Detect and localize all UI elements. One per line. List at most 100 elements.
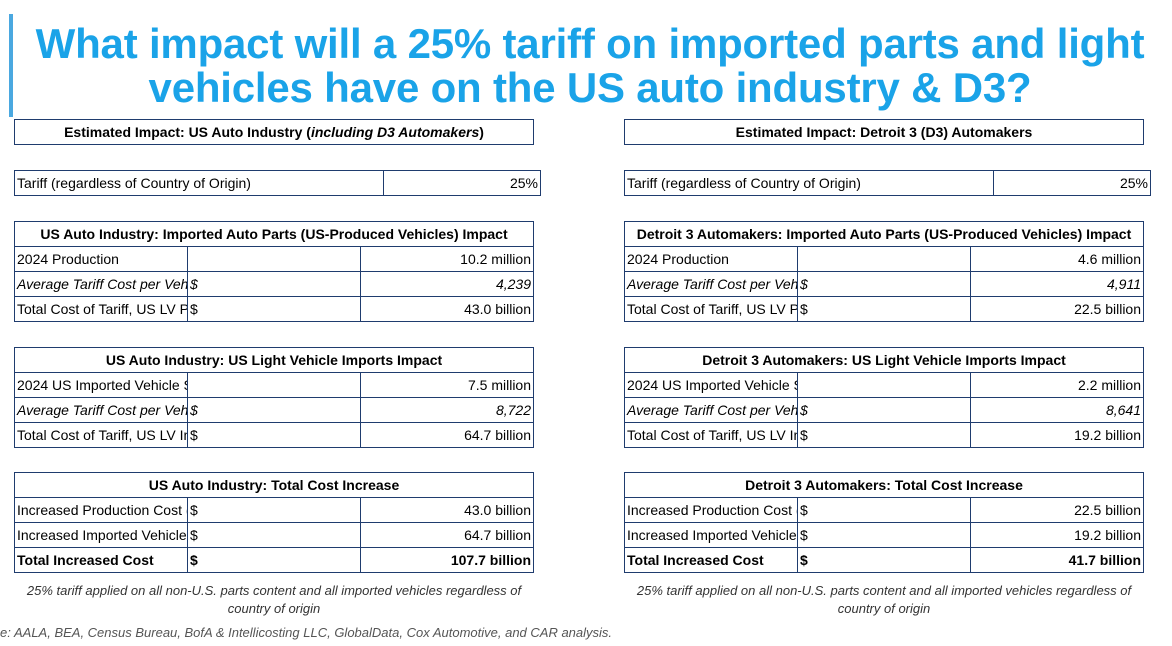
row-dollar: $ xyxy=(797,271,971,297)
row-label: Average Tariff Cost per Vehicle xyxy=(14,271,188,297)
row-dollar xyxy=(187,246,361,272)
row-label: 2024 US Imported Vehicle Sales (includes… xyxy=(14,372,188,398)
row-label: Total Cost of Tariff, US LV Imports xyxy=(14,422,188,448)
row-label: Increased Production Cost (Imported Part… xyxy=(14,497,188,523)
row-dollar: $ xyxy=(187,397,361,423)
us-footnote: 25% tariff applied on all non-U.S. parts… xyxy=(26,583,522,616)
row-value: 7.5 million xyxy=(360,372,534,398)
table-row: 2024 Production 4.6 million xyxy=(624,246,1144,272)
row-label: Average Tariff Cost per Vehicle xyxy=(624,397,798,423)
row-value: 19.2 billion xyxy=(970,522,1144,548)
d3-imports-title: Detroit 3 Automakers: US Light Vehicle I… xyxy=(624,347,1144,373)
row-dollar xyxy=(797,372,971,398)
table-row: Total Cost of Tariff, US LV Imports $ 64… xyxy=(14,422,534,448)
d3-parts-table: Detroit 3 Automakers: Imported Auto Part… xyxy=(624,221,1144,322)
page-title: What impact will a 25% tariff on importe… xyxy=(35,20,1145,111)
table-row: Average Tariff Cost per Vehicle $ 8,722 xyxy=(14,397,534,423)
row-value: 4.6 million xyxy=(970,246,1144,272)
table-row: Average Tariff Cost per Vehicle $ 8,641 xyxy=(624,397,1144,423)
row-label: Total Cost of Tariff, US LV Production xyxy=(624,296,798,322)
row-label: Average Tariff Cost per Vehicle xyxy=(14,397,188,423)
row-dollar: $ xyxy=(797,296,971,322)
d3-total-table: Detroit 3 Automakers: Total Cost Increas… xyxy=(624,472,1144,573)
row-label: Total Cost of Tariff, US LV Production xyxy=(14,296,188,322)
row-label: Increased Production Cost (Imported Part… xyxy=(624,497,798,523)
table-row: Total Increased Cost $ 107.7 billion xyxy=(14,547,534,573)
tariff-value: 25% xyxy=(383,170,541,196)
table-row: Tariff (regardless of Country of Origin)… xyxy=(14,170,541,196)
row-dollar: $ xyxy=(797,547,971,573)
row-dollar: $ xyxy=(187,497,361,523)
d3-imports-table: Detroit 3 Automakers: US Light Vehicle I… xyxy=(624,347,1144,448)
table-row: Increased Production Cost (Imported Part… xyxy=(624,497,1144,523)
us-imports-title: US Auto Industry: US Light Vehicle Impor… xyxy=(14,347,534,373)
table-row: Tariff (regardless of Country of Origin)… xyxy=(624,170,1151,196)
us-parts-title: US Auto Industry: Imported Auto Parts (U… xyxy=(14,221,534,247)
us-imports-table: US Auto Industry: US Light Vehicle Impor… xyxy=(14,347,534,448)
tariff-value: 25% xyxy=(993,170,1151,196)
row-dollar: $ xyxy=(797,397,971,423)
row-dollar: $ xyxy=(187,422,361,448)
row-label: 2024 Production xyxy=(624,246,798,272)
row-value: 107.7 billion xyxy=(360,547,534,573)
row-label: 2024 Production xyxy=(14,246,188,272)
row-value: 64.7 billion xyxy=(360,422,534,448)
d3-header: Estimated Impact: Detroit 3 (D3) Automak… xyxy=(624,119,1144,145)
row-label: Average Tariff Cost per Vehicle xyxy=(624,271,798,297)
us-total-table: US Auto Industry: Total Cost Increase In… xyxy=(14,472,534,573)
table-row: Average Tariff Cost per Vehicle $ 4,911 xyxy=(624,271,1144,297)
row-dollar: $ xyxy=(187,296,361,322)
table-row: Total Cost of Tariff, US LV Imports $ 19… xyxy=(624,422,1144,448)
table-row: 2024 US Imported Vehicle Sales (includes… xyxy=(14,372,534,398)
row-dollar: $ xyxy=(797,522,971,548)
us-parts-table: US Auto Industry: Imported Auto Parts (U… xyxy=(14,221,534,322)
d3-total-title: Detroit 3 Automakers: Total Cost Increas… xyxy=(624,472,1144,498)
table-row: Increased Imported Vehicle Cost $ 64.7 b… xyxy=(14,522,534,548)
title-accent-bar xyxy=(9,14,13,117)
row-label: Total Increased Cost xyxy=(14,547,188,573)
row-value: 4,911 xyxy=(970,271,1144,297)
row-label: Increased Imported Vehicle Cost xyxy=(14,522,188,548)
d3-header-table: Estimated Impact: Detroit 3 (D3) Automak… xyxy=(624,119,1144,145)
table-row: Increased Imported Vehicle Cost $ 19.2 b… xyxy=(624,522,1144,548)
table-row: Total Cost of Tariff, US LV Production $… xyxy=(14,296,534,322)
table-row: 2024 US Imported Vehicle Sales (includes… xyxy=(624,372,1144,398)
d3-parts-title: Detroit 3 Automakers: Imported Auto Part… xyxy=(624,221,1144,247)
row-dollar: $ xyxy=(187,522,361,548)
row-label: 2024 US Imported Vehicle Sales (includes… xyxy=(624,372,798,398)
row-dollar: $ xyxy=(187,271,361,297)
row-value: 43.0 billion xyxy=(360,296,534,322)
row-value: 8,722 xyxy=(360,397,534,423)
table-row: Increased Production Cost (Imported Part… xyxy=(14,497,534,523)
row-value: 19.2 billion xyxy=(970,422,1144,448)
row-value: 43.0 billion xyxy=(360,497,534,523)
row-value: 8,641 xyxy=(970,397,1144,423)
row-dollar: $ xyxy=(187,547,361,573)
row-dollar: $ xyxy=(797,422,971,448)
source-note: e: AALA, BEA, Census Bureau, BofA & Inte… xyxy=(0,625,613,640)
row-value: 10.2 million xyxy=(360,246,534,272)
row-label: Increased Imported Vehicle Cost xyxy=(624,522,798,548)
us-industry-header: Estimated Impact: US Auto Industry (incl… xyxy=(14,119,534,145)
tariff-label: Tariff (regardless of Country of Origin) xyxy=(624,170,994,196)
row-value: 41.7 billion xyxy=(970,547,1144,573)
row-value: 22.5 billion xyxy=(970,296,1144,322)
d3-footnote: 25% tariff applied on all non-U.S. parts… xyxy=(636,583,1132,616)
table-row: Average Tariff Cost per Vehicle $ 4,239 xyxy=(14,271,534,297)
d3-tariff-table: Tariff (regardless of Country of Origin)… xyxy=(624,170,1151,196)
row-value: 64.7 billion xyxy=(360,522,534,548)
us-tariff-table: Tariff (regardless of Country of Origin)… xyxy=(14,170,541,196)
us-total-title: US Auto Industry: Total Cost Increase xyxy=(14,472,534,498)
row-dollar xyxy=(797,246,971,272)
row-value: 4,239 xyxy=(360,271,534,297)
us-industry-header-table: Estimated Impact: US Auto Industry (incl… xyxy=(14,119,534,145)
table-row: 2024 Production 10.2 million xyxy=(14,246,534,272)
row-dollar: $ xyxy=(797,497,971,523)
row-label: Total Cost of Tariff, US LV Imports xyxy=(624,422,798,448)
table-row: Total Increased Cost $ 41.7 billion xyxy=(624,547,1144,573)
row-value: 22.5 billion xyxy=(970,497,1144,523)
row-value: 2.2 million xyxy=(970,372,1144,398)
tariff-label: Tariff (regardless of Country of Origin) xyxy=(14,170,384,196)
table-row: Total Cost of Tariff, US LV Production $… xyxy=(624,296,1144,322)
row-label: Total Increased Cost xyxy=(624,547,798,573)
